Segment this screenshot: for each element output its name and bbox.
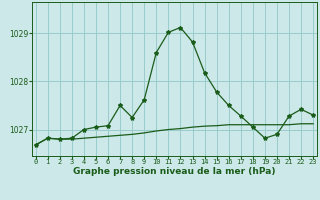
- X-axis label: Graphe pression niveau de la mer (hPa): Graphe pression niveau de la mer (hPa): [73, 167, 276, 176]
